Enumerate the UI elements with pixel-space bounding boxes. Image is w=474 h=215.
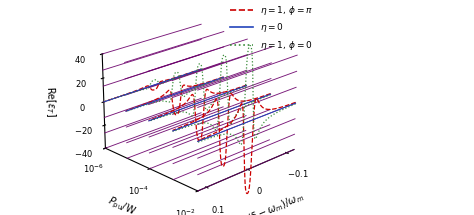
Legend: $\eta=1,\,\phi=\pi$, $\eta=0$, $\eta=1,\,\phi=0$: $\eta=1,\,\phi=\pi$, $\eta=0$, $\eta=1,\…: [227, 0, 317, 55]
Y-axis label: $P_{\rm pu}$/W: $P_{\rm pu}$/W: [105, 194, 137, 215]
X-axis label: $(\delta-\omega_m)/\omega_m$: $(\delta-\omega_m)/\omega_m$: [245, 190, 306, 215]
